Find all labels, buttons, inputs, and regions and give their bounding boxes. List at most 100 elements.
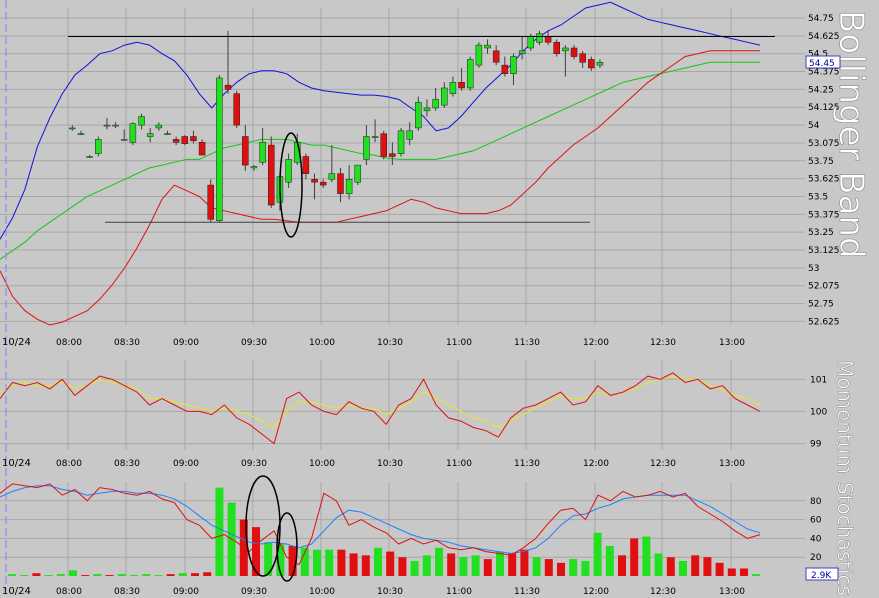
volume-bar-5 [69, 570, 77, 576]
volume-bar-32 [398, 557, 407, 576]
price-tick-5: 53.25 [808, 228, 834, 238]
time-tick-1-4: 10:00 [309, 459, 335, 469]
candle-body-11 [164, 133, 171, 135]
candle-body-56 [553, 42, 560, 54]
volume-bar-16 [203, 572, 212, 576]
volume-bar-24 [300, 547, 309, 576]
candle-body-45 [458, 82, 465, 89]
candle-body-0 [69, 127, 76, 130]
time-tick-0-3: 09:30 [241, 338, 267, 348]
annotation-ellipse-volume-2 [276, 512, 298, 582]
bollinger-bands [0, 1, 761, 326]
price-tick-17: 54.75 [808, 14, 834, 24]
time-tick-0-6: 11:00 [446, 338, 472, 348]
volume-box: 2.9K [805, 567, 839, 581]
support-resistance-lines [68, 36, 775, 223]
stoch-tick-1: 40 [810, 534, 822, 544]
candle-body-1 [77, 133, 85, 135]
time-tick-2-0: 08:00 [56, 587, 82, 597]
volume-bar-30 [374, 547, 382, 576]
candle-body-7 [129, 123, 137, 143]
volume-bar-57 [703, 557, 712, 576]
candle-body-35 [371, 136, 379, 138]
candle-body-8 [138, 116, 145, 126]
candle-body-39 [406, 130, 413, 140]
candle-body-10 [155, 124, 163, 129]
candle-body-20 [242, 136, 249, 166]
volume-bar-43 [532, 557, 541, 576]
candle-body-18 [224, 84, 232, 90]
volume-bars [8, 487, 761, 576]
momentum-tick-0: 99 [810, 440, 822, 450]
stochastics-title: Stochastics [833, 482, 857, 596]
volume-bar-34 [422, 555, 431, 576]
price-tick-4: 53.125 [808, 246, 840, 256]
candle-body-23 [268, 144, 275, 206]
candle-body-32 [345, 179, 353, 194]
volume-bar-13 [166, 574, 175, 576]
candle-body-37 [389, 153, 396, 157]
candle-body-57 [562, 47, 569, 52]
time-tick-2-9: 12:30 [650, 587, 676, 597]
stochastics-lines [0, 483, 761, 566]
volume-bar-41 [508, 553, 517, 576]
annotation-ellipse-volume-1 [245, 475, 281, 577]
candle-body-36 [380, 133, 387, 157]
momentum-lines [0, 372, 761, 445]
candle-body-9 [146, 133, 154, 137]
time-tick-1-0: 08:00 [56, 459, 82, 469]
volume-bar-47 [581, 560, 590, 576]
volume-bar-25 [313, 549, 321, 576]
date-label-stoch: 10/24 [2, 586, 31, 597]
lower-band [0, 50, 760, 326]
volume-bar-55 [679, 560, 687, 576]
candle-body-55 [544, 36, 552, 43]
volume-bar-2 [32, 573, 41, 576]
volume-bar-49 [605, 545, 614, 576]
volume-bar-40 [496, 551, 504, 576]
candle-body-6 [120, 139, 128, 141]
candle-body-21 [250, 166, 258, 169]
time-tick-0-2: 09:00 [173, 338, 199, 348]
volume-bar-21 [264, 542, 273, 576]
time-tick-0-1: 08:30 [114, 338, 140, 348]
price-tick-10: 53.075 [808, 139, 840, 149]
volume-bar-1 [20, 575, 29, 576]
time-tick-2-5: 10:30 [377, 587, 403, 597]
volume-box-value: 2.9K [811, 571, 832, 581]
price-tick-8: 53.625 [808, 175, 840, 185]
middle-band [0, 61, 760, 260]
volume-bar-17 [215, 487, 224, 576]
price-tick-3: 53 [808, 264, 819, 274]
time-tick-1-8: 12:00 [583, 459, 609, 469]
candle-body-38 [397, 130, 405, 154]
candle-body-44 [449, 82, 457, 94]
volume-bar-51 [630, 538, 639, 576]
candle-body-17 [216, 77, 223, 222]
candles [69, 30, 604, 223]
volume-bar-15 [191, 573, 199, 576]
candle-body-2 [86, 156, 93, 158]
volume-bar-22 [276, 544, 285, 576]
volume-bar-56 [691, 555, 700, 576]
price-tick-13: 54.25 [808, 85, 834, 95]
price-tick-9: 53.75 [808, 157, 834, 167]
y-axis-labels: 52.625 52.75 52.075 53 53.125 53.25 53.375 53.5… [808, 14, 840, 563]
candle-body-40 [415, 101, 422, 129]
candle-body-60 [588, 59, 595, 69]
volume-bar-20 [252, 527, 260, 576]
candle-body-47 [475, 44, 483, 66]
candle-body-34 [363, 136, 370, 160]
volume-bar-38 [471, 555, 480, 576]
momentum-line [0, 372, 761, 445]
stoch-tick-2: 60 [810, 516, 822, 526]
annotations [245, 132, 303, 582]
volume-bar-7 [93, 574, 102, 576]
x-axis-labels: 08:00 08:30 09:00 09:30 10:00 10:30 11:00 11:30… [56, 338, 745, 597]
candle-body-12 [172, 139, 180, 143]
momentum-tick-2: 101 [810, 375, 827, 385]
candle-body-53 [527, 36, 535, 49]
volume-bar-46 [569, 559, 578, 576]
time-tick-0-7: 11:30 [514, 338, 540, 348]
price-tick-7: 53.5 [808, 192, 828, 202]
